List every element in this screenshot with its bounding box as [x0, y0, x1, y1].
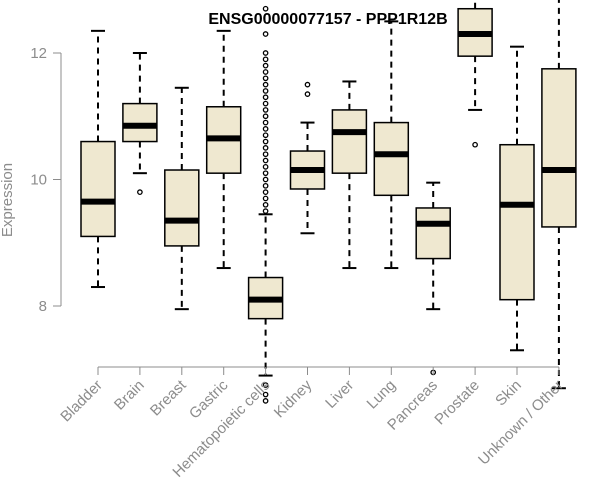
iqr-box	[373, 121, 410, 197]
outlier-point	[262, 170, 269, 177]
x-tick-label: Skin	[492, 377, 525, 410]
outlier-point	[262, 195, 269, 202]
outlier-point	[262, 382, 269, 388]
y-ticks: 810121416	[30, 45, 61, 315]
y-tick-label: 10	[30, 172, 47, 189]
box-gastric	[205, 29, 242, 270]
outlier-point	[262, 5, 269, 12]
iqr-box	[415, 207, 451, 260]
y-tick-label: 8	[39, 298, 47, 315]
outlier-point	[262, 126, 269, 132]
x-tick-label: Lung	[364, 377, 400, 413]
outlier-point	[262, 145, 269, 151]
outlier-point	[262, 107, 269, 113]
outlier-point	[262, 56, 269, 63]
outlier-point	[262, 88, 269, 94]
x-tick-label: Liver	[322, 377, 357, 412]
y-tick-label: 12	[30, 45, 47, 62]
box-hematopoietic-cells	[247, 5, 284, 404]
outlier-point	[262, 398, 269, 404]
outlier-point	[262, 69, 269, 75]
x-tick-label: Breast	[147, 376, 190, 419]
box-lung	[373, 20, 410, 270]
y-axis-label: Expression	[0, 163, 16, 237]
outlier-point	[262, 94, 269, 101]
outlier-point	[262, 189, 269, 195]
box-bladder	[80, 29, 116, 289]
box-prostate	[457, 0, 493, 148]
box-liver	[331, 80, 368, 270]
outlier-point	[262, 176, 269, 183]
outlier-point	[262, 132, 269, 139]
outlier-point	[262, 182, 269, 189]
iqr-box	[80, 140, 116, 238]
chart-title: ENSG00000077157 - PPP1R12B	[208, 11, 447, 28]
boxes-group	[80, 0, 577, 404]
outlier-point	[472, 141, 478, 148]
x-tick-label: Brain	[111, 377, 148, 414]
outlier-point	[262, 119, 269, 126]
outlier-point	[262, 113, 269, 120]
iqr-box	[164, 169, 200, 247]
x-tick-label: Prostate	[431, 377, 483, 429]
iqr-box	[499, 143, 535, 301]
iqr-box	[541, 68, 577, 228]
box-kidney	[289, 81, 326, 235]
box-skin	[499, 45, 535, 352]
box-unknown-other	[541, 0, 577, 390]
x-tick-label: Kidney	[271, 376, 316, 421]
outlier-point	[137, 189, 143, 195]
outlier-point	[262, 50, 269, 56]
iqr-box	[122, 102, 158, 143]
outlier-point	[262, 151, 269, 158]
outlier-point	[262, 100, 269, 107]
outlier-point	[262, 75, 269, 82]
box-brain	[122, 52, 158, 195]
box-breast	[164, 86, 200, 311]
outlier-point	[262, 81, 269, 88]
iqr-box	[331, 109, 368, 174]
outlier-point	[262, 138, 269, 145]
box-pancreas	[415, 181, 451, 376]
outlier-point	[262, 391, 269, 398]
outlier-point	[262, 157, 269, 164]
x-tick-label: Bladder	[57, 377, 106, 426]
outlier-point	[262, 208, 269, 214]
outlier-point	[262, 201, 269, 208]
outlier-point	[262, 62, 269, 69]
outlier-point	[304, 81, 311, 88]
outlier-point	[262, 164, 269, 170]
outlier-point	[262, 31, 269, 37]
outlier-point	[304, 91, 311, 97]
